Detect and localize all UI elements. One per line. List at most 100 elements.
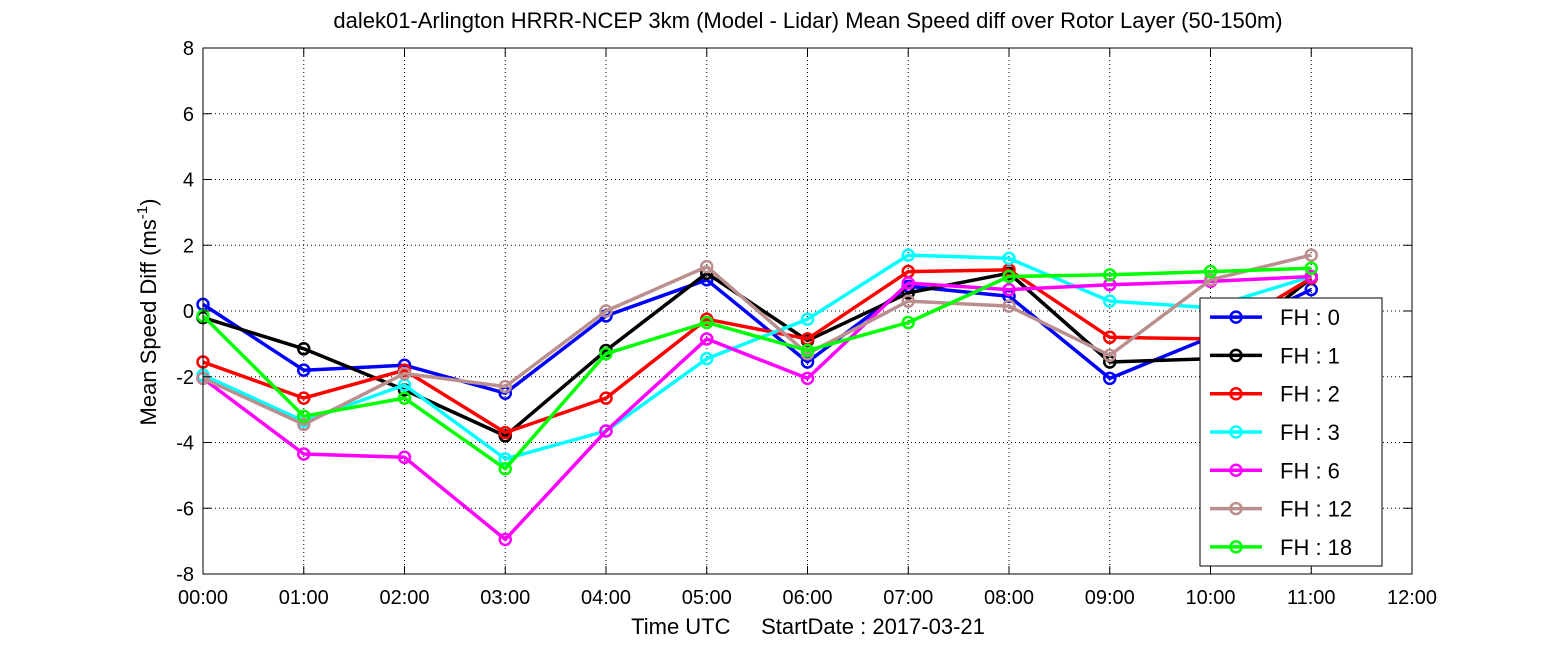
y-tick-label: 6 [183,104,194,126]
series-line [202,253,1312,461]
data-point [498,425,512,440]
data-point [397,366,412,381]
data-point [1002,251,1016,266]
data-point [700,259,714,274]
data-point [599,424,613,438]
data-point [700,315,714,330]
x-axis-label: Time UTC StartDate : 2017-03-21 [631,614,985,639]
x-tick-label: 06:00 [782,587,832,609]
data-point [901,294,915,308]
legend-label: FH : 3 [1280,420,1340,445]
data-point [297,363,311,377]
y-tick-label: -2 [176,367,194,389]
data-point [297,342,311,356]
data-point [1103,330,1117,345]
legend-label: FH : 0 [1280,305,1340,330]
data-point [599,391,613,405]
x-tick-label: 09:00 [1085,587,1135,609]
series-fh-1 [196,266,1318,443]
data-point [1002,282,1016,297]
series-line [201,266,1312,471]
legend-entry: FH : 18 [1210,535,1352,560]
data-point [297,417,311,432]
data-point [498,379,512,394]
data-point [700,332,714,346]
plot-frame [202,47,1413,575]
x-tick-label: 03:00 [480,587,530,609]
legend-label: FH : 18 [1280,535,1352,560]
data-point [1304,269,1318,284]
x-tick-label: 11:00 [1287,587,1336,609]
x-tick-label: 10:00 [1185,587,1235,609]
legend-entry: FH : 12 [1210,497,1352,522]
data-point [297,391,311,405]
x-tick-label: 07:00 [883,587,933,609]
data-point [700,351,714,366]
x-tick-label: 00:00 [178,587,228,609]
chart-title: dalek01-Arlington HRRR-NCEP 3km (Model -… [333,8,1282,33]
x-tick-label: 08:00 [984,587,1034,609]
series-line [202,268,1313,435]
data-point [498,532,512,547]
legend-entry: FH : 2 [1210,382,1340,407]
legend-marker [1229,386,1243,401]
y-tick-label: 4 [183,170,194,192]
data-point [800,312,815,326]
data-point [498,462,512,476]
x-tick-label: 05:00 [682,587,732,609]
data-point [1002,299,1016,313]
legend-label: FH : 6 [1280,458,1340,483]
legend-label: FH : 2 [1280,382,1340,407]
data-point [397,391,412,405]
legend-entry: FH : 6 [1210,458,1340,483]
data-point [297,447,311,461]
legend-entry: FH : 0 [1210,305,1340,330]
data-point [599,304,613,318]
y-tick-label: 2 [183,235,194,257]
legend-marker [1229,310,1243,324]
y-tick-label: -6 [176,498,194,520]
data-point [297,409,311,423]
data-point [1002,269,1016,284]
x-tick-label: 01:00 [279,587,329,609]
series-line [202,253,1312,427]
series-fh-2 [196,263,1318,440]
x-tick-label: 02:00 [379,587,429,609]
y-tick-label: 0 [183,301,194,323]
y-tick-label: 8 [183,38,194,60]
data-point [1103,268,1117,282]
series-line [202,278,1313,395]
data-point [800,343,815,358]
legend-marker [1229,348,1243,363]
data-point [1103,371,1117,386]
legend-entry: FH : 3 [1210,420,1340,445]
y-tick-label: -4 [176,433,194,455]
data-point [800,371,815,386]
data-point [1103,348,1117,363]
data-point [599,346,613,361]
x-tick-label: 04:00 [581,587,631,609]
data-point [901,248,915,262]
legend-entry: FH : 1 [1210,343,1340,368]
legend-marker [1229,425,1243,439]
data-point [1203,273,1218,287]
x-tick-label: 12:00 [1387,587,1437,609]
legend: FH : 0 FH : 1 FH : 2 FH : 3 FH : 6 FH : 12 FH … [1199,297,1383,567]
legend-marker [1229,501,1243,516]
data-point [1103,294,1117,308]
data-point [1203,264,1218,279]
data-point [901,315,915,330]
data-point [1304,248,1318,262]
y-axis-label: Mean Speed Diff (ms-1) [134,199,161,426]
data-point [901,276,915,290]
data-point [397,450,412,465]
x-tick-labels: 00:00 01:00 02:00 03:00 04:00 05:00 06:00 07:00… [178,587,1437,609]
legend-label: FH : 1 [1280,343,1340,368]
y-tick-label: -8 [176,564,194,586]
legend-marker [1229,540,1243,554]
y-tick-labels: -8 -6 -4 -2 0 2 4 6 8 [176,38,194,586]
data-point [1304,261,1318,276]
legend-label: FH : 12 [1280,497,1352,522]
legend-marker [1229,463,1243,478]
